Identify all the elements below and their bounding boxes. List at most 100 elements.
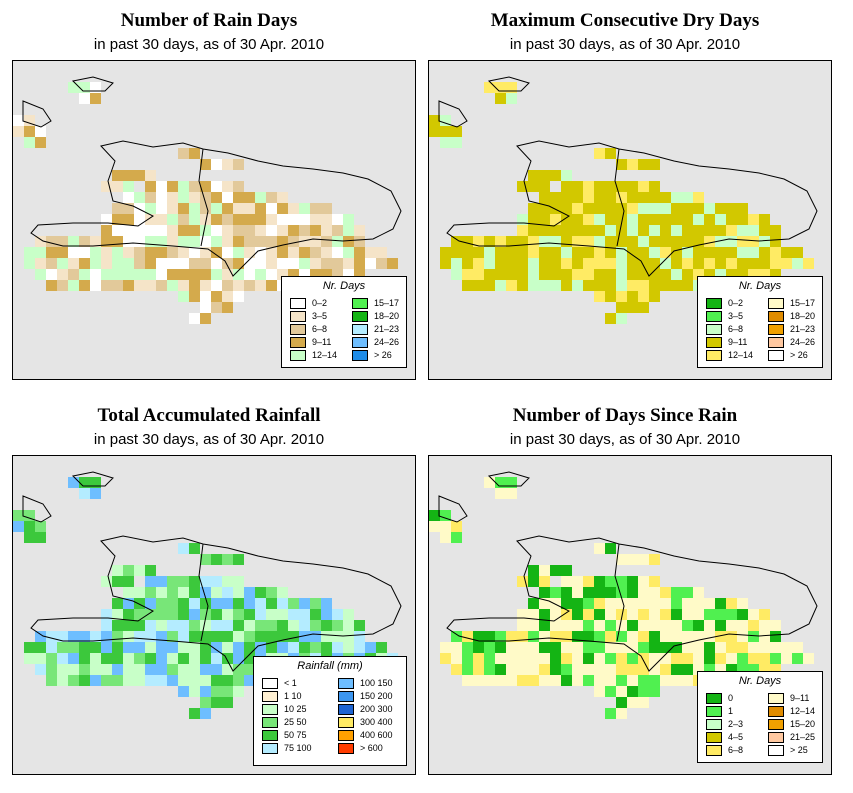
grid-cell (748, 620, 759, 631)
grid-cell (178, 258, 189, 269)
grid-cell (211, 247, 222, 258)
legend-swatch (262, 742, 278, 754)
grid-cell (233, 609, 244, 620)
grid-cell (726, 653, 737, 664)
grid-cell (594, 598, 605, 609)
grid-cell (616, 225, 627, 236)
grid-cell (112, 675, 123, 686)
grid-cell (583, 642, 594, 653)
grid-cell (528, 214, 539, 225)
grid-cell (715, 225, 726, 236)
grid-cell (737, 269, 748, 280)
grid-cell (649, 675, 660, 686)
legend-swatch (768, 310, 784, 322)
grid-cell (726, 247, 737, 258)
grid-cell (451, 269, 462, 280)
grid-cell (605, 214, 616, 225)
grid-cell (145, 170, 156, 181)
grid-cell (572, 653, 583, 664)
grid-cell (101, 269, 112, 280)
grid-cell (462, 642, 473, 653)
panel-subtitle: in past 30 days, as of 30 Apr. 2010 (509, 431, 741, 448)
grid-cell (759, 620, 770, 631)
grid-cell (233, 181, 244, 192)
grid-cell (321, 247, 332, 258)
legend-swatch (768, 705, 784, 717)
grid-cell (277, 609, 288, 620)
grid-cell (57, 664, 68, 675)
grid-cell (35, 631, 46, 642)
grid-cell (671, 631, 682, 642)
legend-label: 1 (728, 706, 734, 716)
grid-cell (189, 258, 200, 269)
grid-cell (266, 642, 277, 653)
grid-cell (550, 620, 561, 631)
grid-cell (715, 269, 726, 280)
grid-cell (539, 258, 550, 269)
grid-cell (145, 247, 156, 258)
grid-cell (354, 247, 365, 258)
grid-cell (266, 225, 277, 236)
grid-cell (145, 225, 156, 236)
grid-cell (572, 181, 583, 192)
grid-cell (583, 675, 594, 686)
grid-cell (68, 82, 79, 93)
grid-cell (561, 247, 572, 258)
grid-cell (671, 653, 682, 664)
grid-cell (189, 291, 200, 302)
grid-cell (112, 236, 123, 247)
country-border (198, 543, 209, 642)
grid-cell (156, 225, 167, 236)
grid-cell (451, 521, 462, 532)
grid-cell (539, 280, 550, 291)
grid-cell (233, 214, 244, 225)
map-rain-days (12, 60, 416, 380)
grid-cell (748, 247, 759, 258)
grid-cell (79, 280, 90, 291)
grid-cell (682, 631, 693, 642)
legend-item: > 26 (352, 349, 392, 361)
grid-cell (189, 631, 200, 642)
grid-cell (528, 225, 539, 236)
grid-cell (35, 236, 46, 247)
grid-cell (112, 258, 123, 269)
grid-cell (200, 631, 211, 642)
grid-cell (528, 620, 539, 631)
grid-cell (134, 653, 145, 664)
grid-cell (288, 258, 299, 269)
grid-cell (638, 554, 649, 565)
grid-cell (429, 126, 440, 137)
legend-swatch (706, 692, 722, 704)
grid-cell (145, 664, 156, 675)
grid-cell (310, 225, 321, 236)
grid-cell (310, 214, 321, 225)
grid-cell (473, 631, 484, 642)
grid-cell (68, 258, 79, 269)
panel-rain-days: Number of Rain Days in past 30 days, as … (0, 0, 418, 390)
grid-cell (222, 258, 233, 269)
grid-cell (321, 620, 332, 631)
legend-swatch (262, 729, 278, 741)
legend-label: > 26 (790, 350, 808, 360)
grid-cell (704, 664, 715, 675)
grid-cell (638, 214, 649, 225)
grid-cell (233, 225, 244, 236)
grid-cell (748, 664, 759, 675)
grid-cell (671, 609, 682, 620)
grid-cell (550, 609, 561, 620)
grid-cell (572, 675, 583, 686)
grid-cell (605, 686, 616, 697)
grid-cell (123, 214, 134, 225)
grid-cell (167, 675, 178, 686)
coastline (22, 471, 402, 672)
grid-cell (46, 269, 57, 280)
grid-cell (627, 214, 638, 225)
grid-cell (649, 181, 660, 192)
grid-cell (561, 225, 572, 236)
grid-cell (134, 642, 145, 653)
legend-label: 50 75 (284, 730, 307, 740)
grid-cell (123, 565, 134, 576)
grid-cell (189, 214, 200, 225)
grid-cell (46, 280, 57, 291)
grid-cell (737, 620, 748, 631)
